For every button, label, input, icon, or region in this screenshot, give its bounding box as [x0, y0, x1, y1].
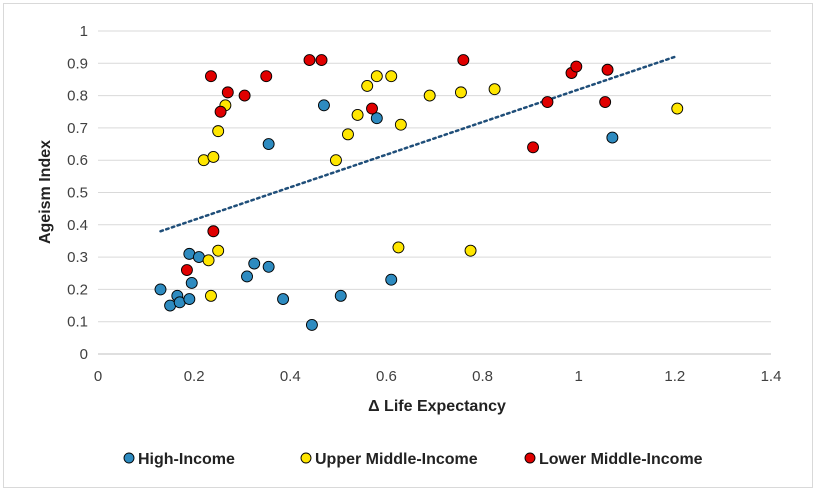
x-tick-label: 0 [94, 368, 102, 385]
y-tick-label: 0 [80, 346, 88, 363]
point-upper-middle-income [385, 70, 398, 83]
axis-layer: 0 0.1 0.2 0.3 0.4 0.5 0.6 0.7 0.8 0.9 1 0 0.2 0.4 0.6 0… [67, 23, 781, 385]
point-high-income [183, 293, 196, 306]
point-lower-middle-income [238, 89, 251, 102]
point-upper-middle-income [394, 118, 407, 131]
point-upper-middle-income [202, 254, 215, 267]
point-upper-middle-income [671, 102, 684, 115]
y-tick-label: 0.1 [67, 314, 88, 331]
point-upper-middle-income [330, 154, 342, 167]
x-tick-label: 1.4 [761, 368, 782, 385]
labels-layer: Δ Life Expectancy Ageism Index [37, 140, 506, 415]
legend-marker-lower-middle-income [524, 452, 536, 464]
y-tick-label: 0.4 [67, 217, 88, 234]
point-upper-middle-income [454, 86, 467, 99]
point-lower-middle-income [214, 105, 227, 118]
point-lower-middle-income [260, 70, 273, 83]
point-upper-middle-income [351, 109, 364, 121]
point-high-income [262, 138, 275, 151]
y-tick-label: 0.5 [67, 185, 88, 202]
x-tick-label: 1.2 [664, 368, 685, 385]
point-lower-middle-income [457, 54, 470, 67]
legend-label-lower-middle-income: Lower Middle-Income [539, 451, 703, 468]
y-tick-label: 0.6 [67, 152, 88, 169]
point-lower-middle-income [303, 54, 316, 67]
y-tick-label: 0.7 [67, 120, 88, 137]
point-high-income [241, 270, 253, 283]
point-high-income [370, 112, 383, 125]
point-upper-middle-income [212, 125, 225, 138]
legend-marker-high-income [123, 452, 135, 464]
x-tick-label: 0.6 [376, 368, 397, 385]
point-lower-middle-income [366, 102, 378, 115]
point-upper-middle-income [205, 289, 217, 302]
point-lower-middle-income [315, 54, 328, 67]
point-high-income [277, 293, 290, 306]
point-lower-middle-income [205, 70, 217, 83]
point-upper-middle-income [212, 244, 225, 257]
y-tick-label: 0.2 [67, 281, 88, 298]
point-upper-middle-income [423, 89, 436, 102]
legend-label-upper-middle-income: Upper Middle-Income [315, 451, 478, 468]
point-high-income [262, 260, 275, 273]
legend-marker-upper-middle-income [300, 452, 312, 464]
point-upper-middle-income [488, 83, 501, 96]
x-tick-label: 0.8 [472, 368, 493, 385]
legend-label-high-income: High-Income [138, 451, 235, 468]
point-upper-middle-income [392, 241, 405, 254]
y-tick-label: 1 [80, 23, 88, 40]
point-lower-middle-income [599, 96, 612, 109]
y-tick-label: 0.3 [67, 249, 88, 266]
x-tick-label: 0.4 [280, 368, 301, 385]
y-axis-title: Ageism Index [37, 140, 54, 244]
point-high-income [385, 273, 398, 286]
y-tick-label: 0.9 [67, 55, 88, 72]
grid-layer [98, 30, 771, 323]
point-high-income [317, 99, 330, 112]
point-lower-middle-income [221, 86, 234, 99]
x-tick-label: 0.2 [184, 368, 205, 385]
point-lower-middle-income [601, 63, 614, 76]
chart-frame [3, 3, 813, 488]
point-high-income [606, 131, 619, 144]
point-upper-middle-income [207, 151, 220, 163]
point-upper-middle-income [342, 128, 354, 141]
point-upper-middle-income [370, 70, 383, 83]
point-lower-middle-income [180, 264, 193, 276]
trendline-layer [159, 55, 677, 233]
point-high-income [305, 318, 318, 331]
point-lower-middle-income [570, 60, 583, 73]
legend: High-Income Upper Middle-Income Lower Midd… [123, 451, 703, 468]
point-lower-middle-income [527, 141, 539, 154]
point-lower-middle-income [207, 225, 220, 238]
y-tick-label: 0.8 [67, 88, 88, 105]
point-high-income [334, 289, 347, 302]
points-layer [154, 54, 684, 331]
point-upper-middle-income [464, 244, 477, 257]
x-tick-label: 1 [575, 368, 583, 385]
point-high-income [185, 276, 198, 289]
point-high-income [248, 257, 261, 270]
linear-trendline [159, 55, 677, 233]
point-upper-middle-income [361, 79, 374, 92]
x-axis-title: Δ Life Expectancy [368, 398, 506, 415]
point-lower-middle-income [541, 96, 554, 109]
point-high-income [154, 283, 167, 296]
